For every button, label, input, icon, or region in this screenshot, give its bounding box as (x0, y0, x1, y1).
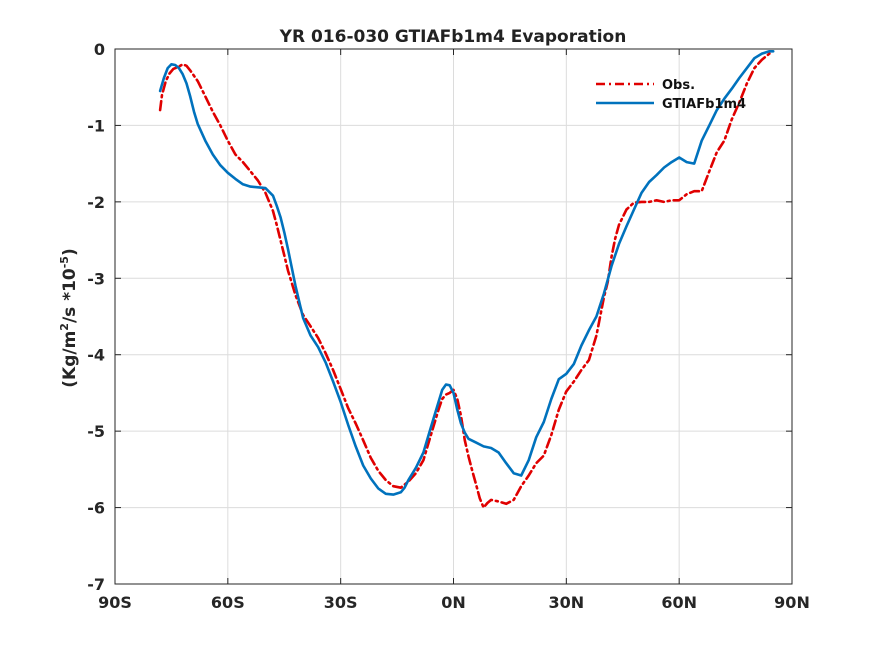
series-line-obs (158, 51, 775, 509)
chart-title: YR 016-030 GTIAFb1m4 Evaporation (279, 27, 627, 47)
y-tick-label: -6 (87, 499, 105, 518)
x-tick-label: 90N (774, 593, 810, 612)
y-tick-label: -5 (87, 422, 105, 441)
legend-label: GTIAFb1m4 (662, 97, 746, 112)
series-line-gtiafb1m4 (158, 49, 775, 496)
y-tick-label: -7 (87, 575, 105, 594)
x-tick-label: 60S (211, 593, 245, 612)
x-tick-label: 30N (549, 593, 585, 612)
x-tick-label: 90S (98, 593, 132, 612)
y-tick-label: -2 (87, 193, 105, 212)
x-tick-label: 60N (661, 593, 697, 612)
axis-ticks (114, 48, 793, 585)
plot-series (158, 49, 775, 509)
tick-labels: 90S 60S 30S 0N 30N 60N 90N 0 -1 -2 -3 -4 -5 -6 -7 (87, 40, 810, 612)
y-tick-label: -3 (87, 269, 105, 288)
y-axis-label: (Kg/m2/s *10-5) (58, 248, 80, 388)
y-tick-label: 0 (94, 40, 105, 59)
y-tick-label: -4 (87, 346, 105, 365)
legend: Obs. GTIAFb1m4 (596, 78, 746, 112)
x-tick-label: 0N (441, 593, 466, 612)
legend-label: Obs. (662, 78, 695, 93)
x-tick-label: 30S (324, 593, 358, 612)
y-tick-label: -1 (87, 116, 105, 135)
